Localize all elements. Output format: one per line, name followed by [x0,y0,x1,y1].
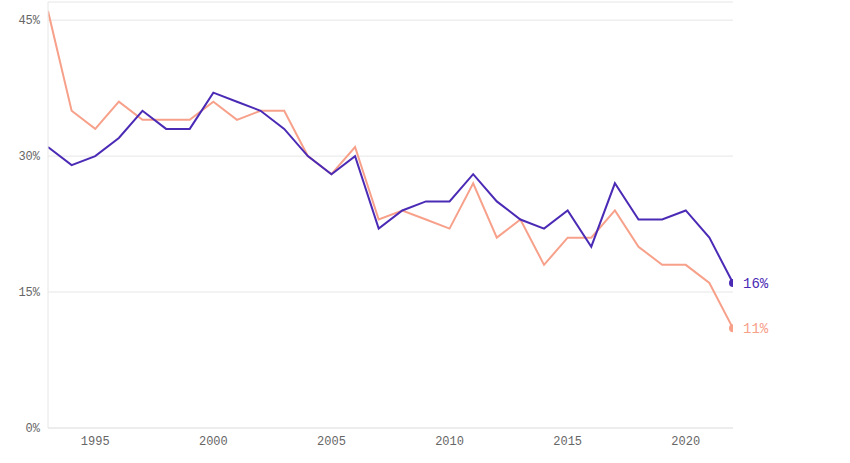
svg-text:2000: 2000 [199,435,228,449]
svg-text:15%: 15% [18,286,40,300]
svg-text:30%: 30% [18,150,40,164]
svg-text:11%: 11% [743,321,769,337]
svg-text:45%: 45% [18,14,40,28]
svg-text:1995: 1995 [81,435,110,449]
svg-text:0%: 0% [26,422,41,436]
svg-text:2020: 2020 [671,435,700,449]
svg-text:2010: 2010 [435,435,464,449]
svg-text:16%: 16% [743,276,769,292]
svg-text:2015: 2015 [553,435,582,449]
svg-text:2005: 2005 [317,435,346,449]
